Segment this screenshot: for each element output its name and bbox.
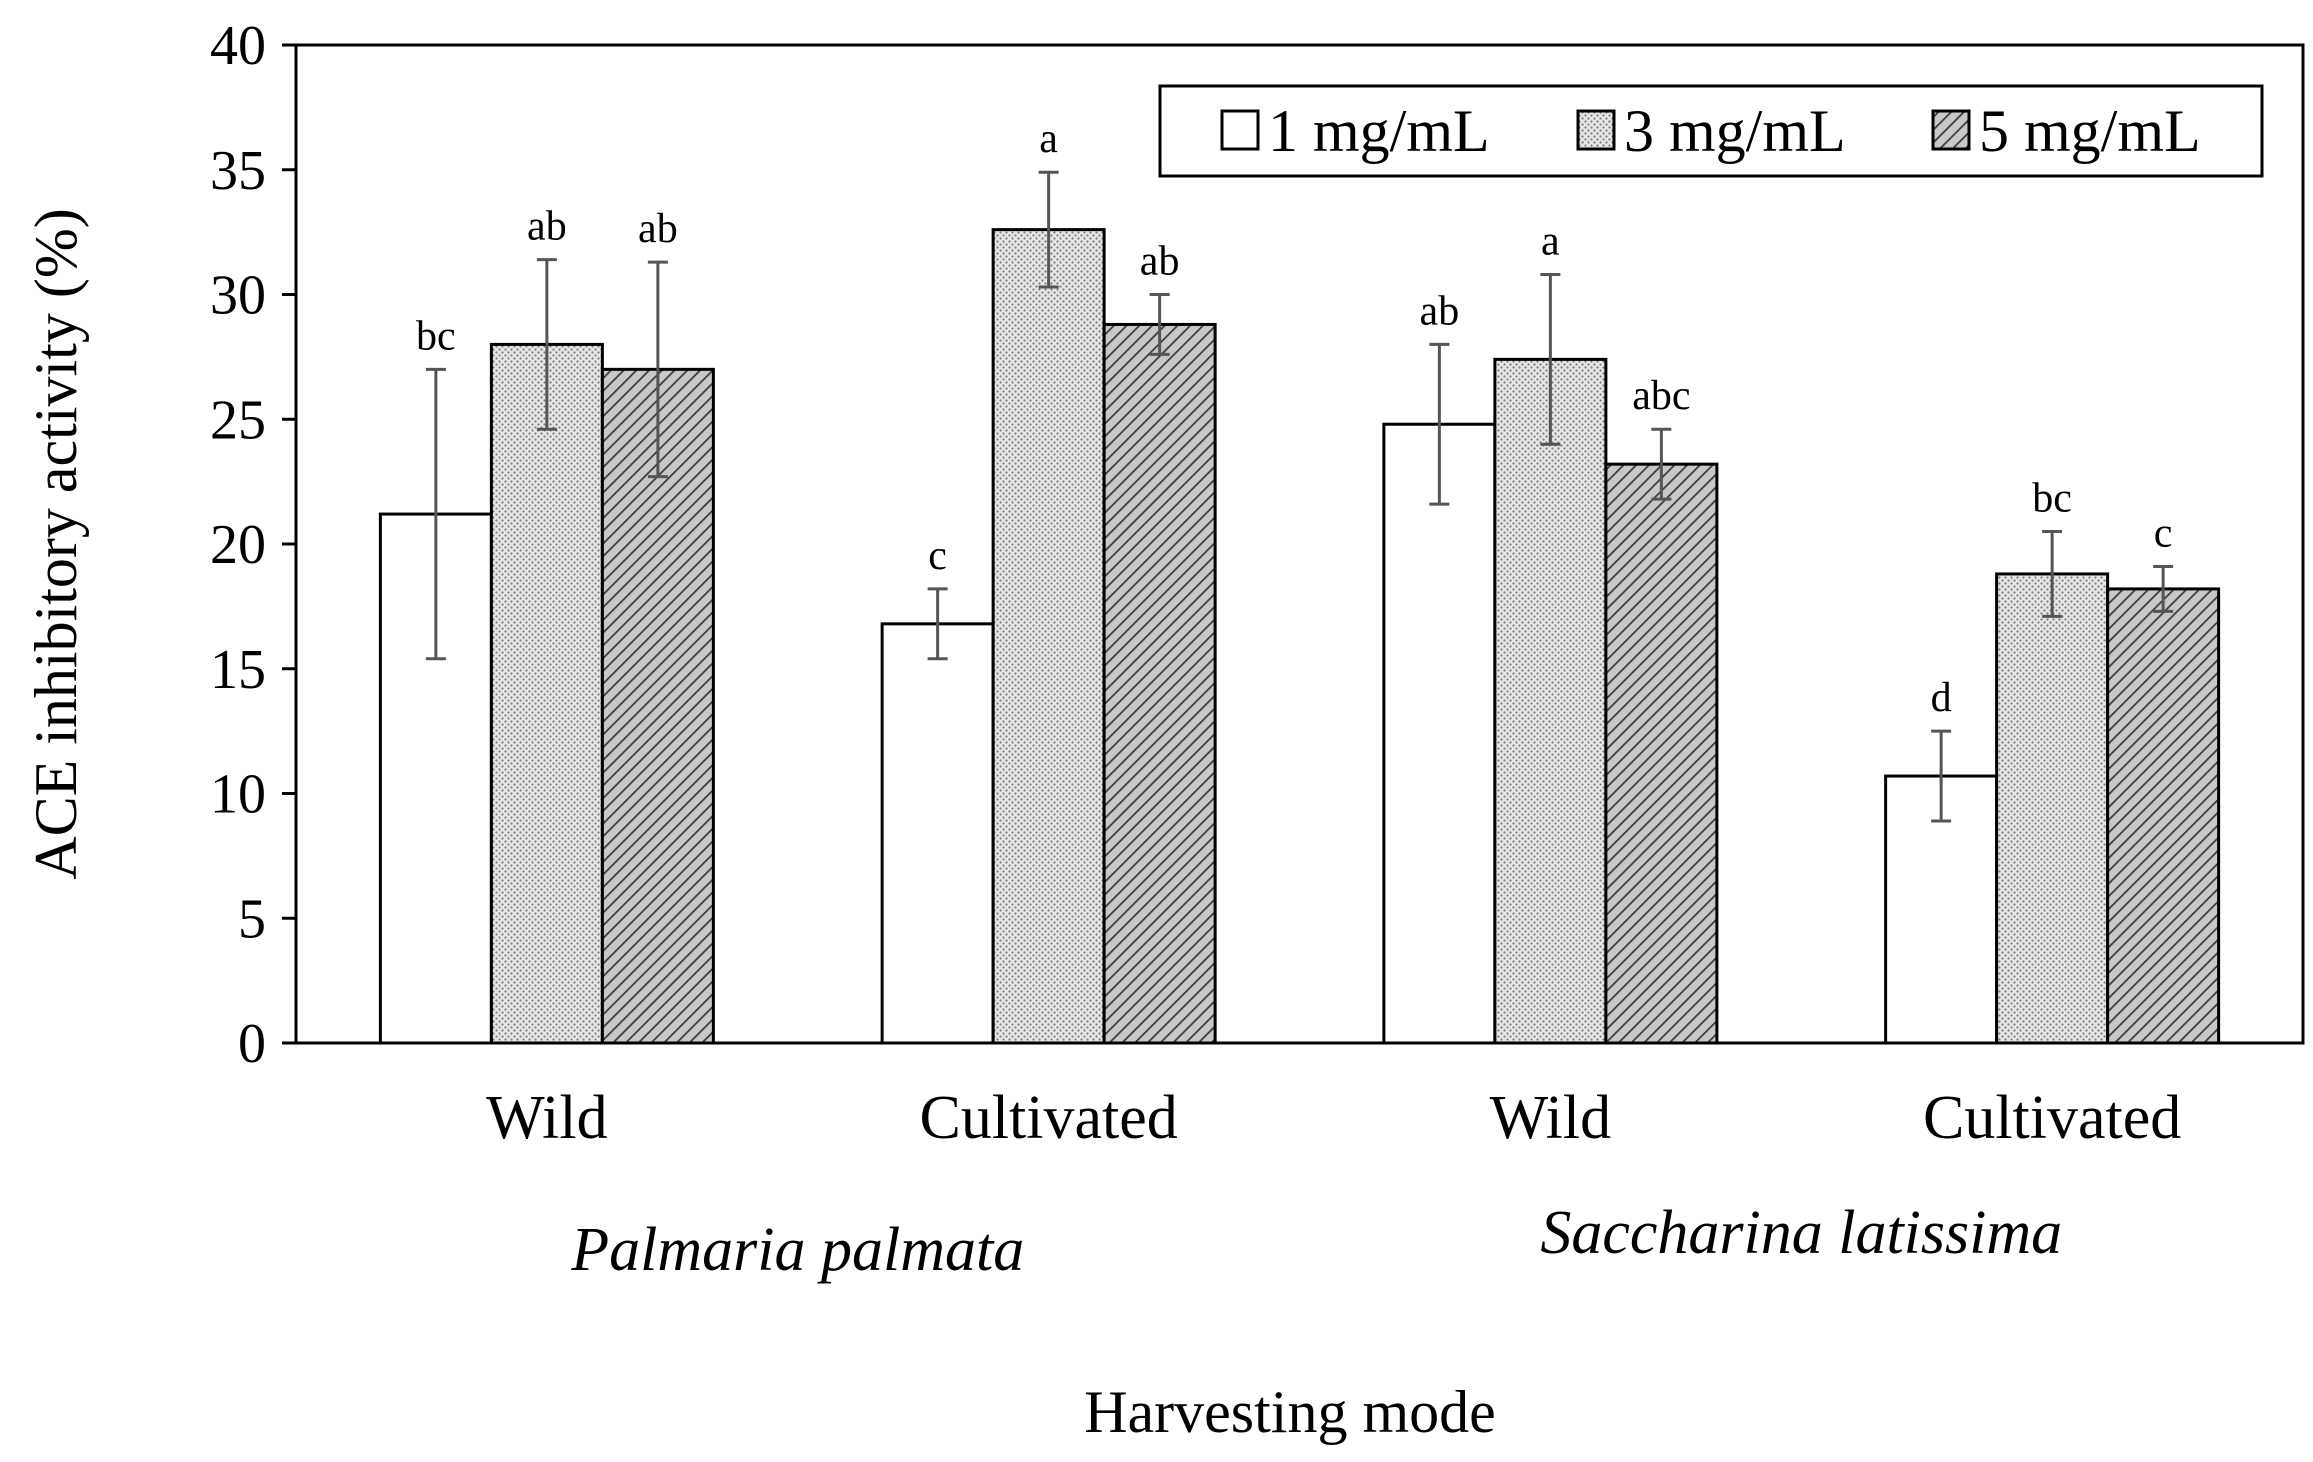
x-category-label: Wild	[486, 1084, 608, 1152]
x-category-label: Cultivated	[1923, 1084, 2181, 1152]
legend-box	[1158, 84, 2264, 178]
significance-letter: c	[928, 533, 947, 579]
bar-three-mg-3	[1995, 572, 2110, 1045]
y-tick-label: 20	[210, 514, 266, 576]
bar-five-mg-3	[2106, 587, 2221, 1045]
y-tick-label: 5	[238, 888, 266, 950]
significance-letter: bc	[416, 313, 456, 359]
legend-label-one-mg: 1 mg/mL	[1268, 98, 1490, 164]
y-tick-label: 30	[210, 265, 266, 327]
bar-five-mg-2	[1604, 462, 1719, 1045]
significance-letter: bc	[2032, 476, 2072, 522]
significance-letter: ab	[1140, 239, 1180, 285]
bar-three-mg-2	[1493, 357, 1608, 1045]
legend-label-three-mg: 3 mg/mL	[1624, 98, 1846, 164]
y-tick-label: 25	[210, 389, 266, 451]
significance-letter: a	[1541, 219, 1560, 265]
significance-letter: d	[1931, 675, 1952, 721]
bar-three-mg-1	[991, 228, 1106, 1045]
x-axis-title: Harvesting mode	[1084, 1379, 1496, 1445]
significance-letter: a	[1039, 116, 1058, 162]
bar-one-mg-1	[880, 622, 995, 1045]
y-tick-label: 10	[210, 764, 266, 826]
x-category-label: Wild	[1490, 1084, 1612, 1152]
legend-swatch-five-mg	[1931, 109, 1971, 151]
bar-one-mg-2	[1382, 422, 1497, 1045]
bar-five-mg-1	[1102, 322, 1217, 1045]
species-group-label: Saccharina latissima	[1540, 1199, 2062, 1267]
significance-letter: ab	[638, 206, 678, 252]
significance-letter: ab	[527, 204, 567, 250]
y-tick-label: 40	[210, 15, 266, 77]
y-axis-title: ACE inhibitory activity (%)	[23, 208, 89, 880]
species-group-label: Palmaria palmata	[570, 1216, 1024, 1284]
legend-swatch-one-mg	[1220, 109, 1260, 151]
legend-swatch-three-mg	[1576, 109, 1616, 151]
y-tick-label: 35	[210, 140, 266, 202]
y-tick-label: 0	[238, 1013, 266, 1075]
x-category-label: Cultivated	[919, 1084, 1177, 1152]
significance-letter: ab	[1420, 288, 1460, 334]
legend-label-five-mg: 5 mg/mL	[1979, 98, 2201, 164]
significance-letter: c	[2154, 510, 2173, 556]
significance-letter: abc	[1632, 373, 1690, 419]
y-tick-label: 15	[210, 639, 266, 701]
bar-three-mg-0	[489, 342, 604, 1045]
